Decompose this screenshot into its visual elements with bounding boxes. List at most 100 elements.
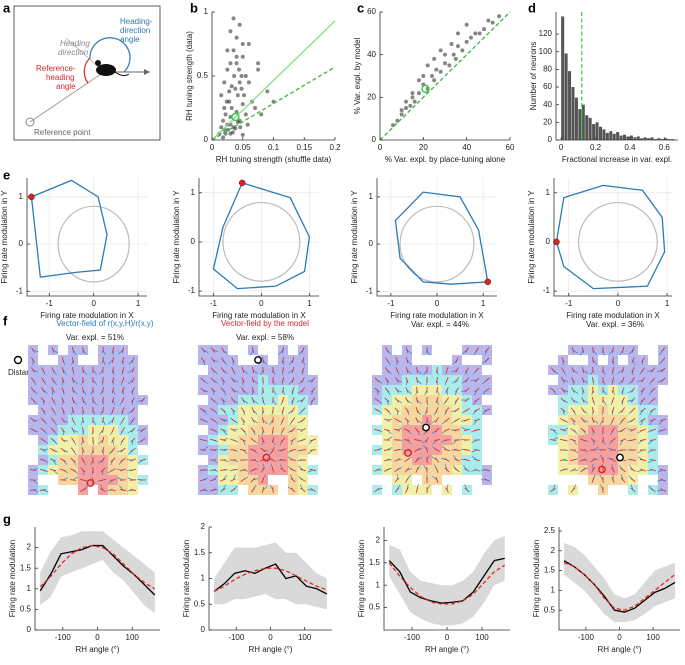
field-arrow (252, 399, 259, 404)
field-arrow (572, 399, 579, 404)
model-arrow (110, 447, 116, 453)
model-arrow (51, 347, 55, 353)
model-arrow (640, 428, 646, 432)
histogram-bar (667, 139, 671, 140)
field-arrow (272, 369, 276, 376)
field-arrow (307, 379, 314, 382)
model-arrow (560, 397, 566, 403)
model-arrow (405, 397, 409, 403)
model-arrow (82, 376, 84, 384)
field-arrow (102, 349, 106, 356)
model-arrow (611, 407, 615, 413)
heading-angle-arc (89, 37, 131, 73)
field-arrow (572, 389, 579, 394)
field-arrow (116, 469, 124, 471)
y-tick-label: 0 (548, 135, 553, 144)
field-arrow (647, 459, 654, 463)
field-arrow (461, 389, 468, 393)
field-arrow (307, 469, 314, 473)
diagram-label: Reference point (34, 128, 91, 137)
field-arrow (386, 436, 393, 441)
model-arrow (291, 397, 295, 403)
model-arrow (404, 428, 410, 432)
point (408, 103, 413, 108)
field-arrow (51, 389, 54, 397)
model-arrow (109, 479, 117, 481)
model-arrow (550, 488, 556, 492)
model-arrow (261, 477, 265, 483)
y-tick-label: 0 (546, 237, 551, 246)
field-arrow (658, 419, 664, 425)
model-arrow (570, 407, 576, 413)
model-arrow (110, 488, 116, 492)
point (432, 56, 437, 61)
model-arrow (200, 357, 206, 363)
histogram-bar (581, 104, 585, 140)
model-arrow (111, 366, 115, 374)
model-arrow (404, 467, 410, 473)
histogram-bar (605, 132, 609, 140)
field-arrow (415, 389, 418, 396)
model-arrow (464, 458, 470, 462)
model-arrow (474, 377, 480, 383)
histogram-bar (612, 133, 616, 140)
model-arrow (426, 446, 428, 454)
model-arrow (71, 437, 75, 443)
point (222, 106, 227, 110)
model-arrow (310, 438, 316, 442)
model-arrow (262, 366, 264, 374)
model-arrow (251, 377, 255, 383)
model-arrow (300, 417, 306, 423)
model-arrow (453, 449, 461, 451)
model-arrow (581, 377, 585, 383)
field-arrow (32, 419, 39, 422)
model-arrow (102, 376, 104, 384)
model-arrow (251, 397, 255, 403)
model-arrow (454, 387, 460, 393)
y-tick-label: 0.5 (544, 605, 556, 614)
model-arrow (592, 376, 594, 384)
field-arrow (463, 464, 468, 471)
model-arrow (220, 407, 226, 413)
model-arrow (580, 438, 586, 442)
field-arrow (72, 379, 78, 384)
model-arrow (300, 428, 306, 432)
y-axis-label: Firing rate modulation in Y (172, 190, 181, 284)
error-band (564, 542, 675, 623)
model-arrow (454, 397, 460, 403)
histogram-bar (640, 138, 644, 140)
model-arrow (660, 347, 666, 353)
point (464, 22, 469, 27)
model-arrow (660, 418, 666, 422)
model-arrow (231, 367, 235, 373)
field-arrow (42, 489, 49, 493)
x-tick-label: -100 (578, 633, 595, 642)
model-arrow (209, 469, 217, 471)
y-tick-label: 2.5 (544, 526, 556, 535)
field-arrow (446, 484, 449, 491)
model-arrow (415, 386, 419, 394)
field-arrow (396, 473, 398, 481)
histogram-bar (671, 139, 675, 140)
model-arrow (129, 489, 137, 491)
model-arrow (31, 357, 35, 363)
model-arrow (101, 457, 105, 463)
model-arrow (210, 367, 216, 373)
model-arrow (30, 427, 36, 433)
field-arrow (572, 369, 579, 374)
y-tick-label: 20 (367, 92, 376, 101)
model-arrow (229, 468, 237, 472)
model-arrow (444, 458, 450, 462)
model-arrow (445, 387, 449, 393)
model-arrow (299, 449, 307, 451)
model-arrow (454, 418, 460, 422)
point (246, 42, 251, 46)
field-arrow (630, 484, 634, 491)
panel-label: c (357, 0, 364, 15)
model-arrow (251, 407, 255, 413)
model-arrow (220, 367, 226, 373)
model-arrow (384, 408, 390, 412)
field-arrow (657, 479, 664, 482)
reference-point-center (598, 465, 606, 474)
